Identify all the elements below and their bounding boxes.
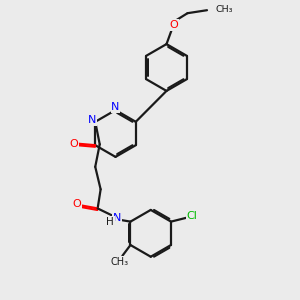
Text: CH₃: CH₃ — [110, 257, 128, 267]
Text: CH₃: CH₃ — [216, 5, 233, 14]
Text: N: N — [111, 102, 120, 112]
Text: N: N — [112, 213, 121, 223]
Text: H: H — [106, 217, 114, 227]
Text: Cl: Cl — [187, 211, 197, 220]
Text: O: O — [69, 139, 78, 149]
Text: O: O — [73, 199, 81, 209]
Text: O: O — [169, 20, 178, 30]
Text: N: N — [87, 115, 96, 125]
